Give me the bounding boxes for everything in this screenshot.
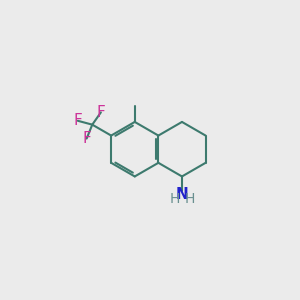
- Text: F: F: [97, 105, 105, 120]
- Text: N: N: [176, 188, 188, 202]
- Text: F: F: [74, 113, 82, 128]
- Text: H: H: [184, 192, 195, 206]
- Text: F: F: [82, 131, 91, 146]
- Text: H: H: [169, 192, 180, 206]
